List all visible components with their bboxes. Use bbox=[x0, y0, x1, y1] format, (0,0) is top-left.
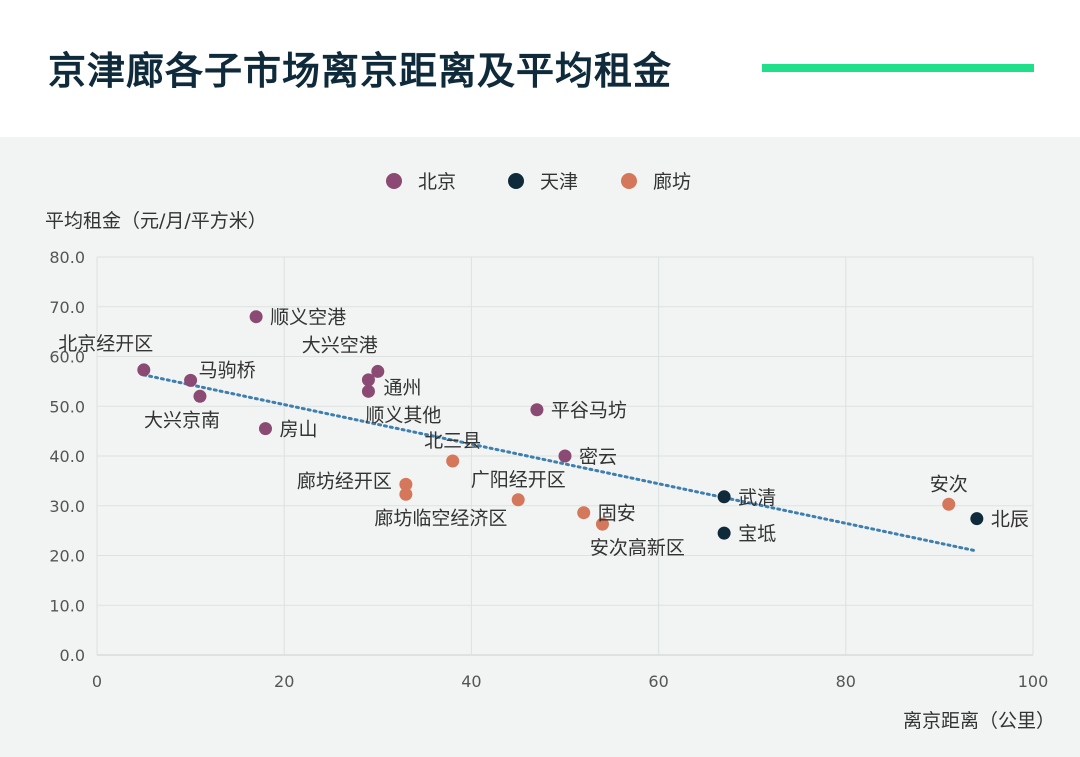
data-label: 通州 bbox=[383, 377, 421, 399]
x-axis-ticks: 0 20 40 60 80 100 bbox=[92, 672, 1048, 691]
data-label: 大兴空港 bbox=[302, 334, 378, 356]
x-tick-label: 60 bbox=[648, 672, 668, 691]
accent-line bbox=[762, 64, 1034, 72]
data-point bbox=[361, 373, 375, 387]
data-label: 房山 bbox=[279, 419, 317, 441]
data-label: 武清 bbox=[738, 487, 776, 509]
data-point bbox=[184, 373, 198, 387]
y-tick-label: 50.0 bbox=[49, 397, 85, 416]
data-label: 廊坊临空经济区 bbox=[374, 507, 507, 529]
legend-marker bbox=[508, 173, 524, 189]
y-tick-label: 20.0 bbox=[49, 547, 85, 566]
data-point bbox=[577, 506, 591, 520]
legend-marker bbox=[386, 173, 402, 189]
data-label: 顺义其他 bbox=[365, 404, 441, 426]
y-tick-label: 70.0 bbox=[49, 298, 85, 317]
legend: 北京 天津 廊坊 bbox=[386, 171, 691, 193]
data-point bbox=[361, 384, 375, 398]
x-tick-label: 40 bbox=[461, 672, 481, 691]
data-point bbox=[511, 493, 525, 507]
x-axis-title: 离京距离（公里） bbox=[903, 710, 1055, 732]
x-tick-label: 80 bbox=[836, 672, 856, 691]
legend-label: 廊坊 bbox=[653, 171, 691, 193]
data-point bbox=[193, 389, 207, 403]
data-label: 宝坻 bbox=[738, 523, 776, 545]
x-tick-label: 0 bbox=[92, 672, 102, 691]
data-point bbox=[942, 497, 956, 511]
data-point bbox=[558, 449, 572, 463]
data-label: 广阳经开区 bbox=[471, 469, 566, 491]
data-point bbox=[137, 363, 151, 377]
data-label: 大兴京南 bbox=[144, 409, 220, 431]
data-points bbox=[137, 310, 984, 540]
data-point bbox=[446, 454, 460, 468]
legend-label: 天津 bbox=[540, 171, 578, 193]
x-tick-label: 100 bbox=[1018, 672, 1049, 691]
data-label: 北三县 bbox=[424, 430, 481, 452]
data-point bbox=[595, 517, 609, 531]
trendline bbox=[142, 373, 979, 553]
y-tick-label: 30.0 bbox=[49, 497, 85, 516]
data-point bbox=[970, 512, 984, 526]
data-point bbox=[530, 403, 544, 417]
data-label: 安次 bbox=[930, 473, 968, 495]
y-tick-label: 60.0 bbox=[49, 348, 85, 367]
page-title: 京津廊各子市场离京距离及平均租金 bbox=[48, 49, 673, 93]
data-point bbox=[717, 490, 731, 504]
header: 京津廊各子市场离京距离及平均租金 bbox=[0, 0, 1080, 137]
data-label: 平谷马坊 bbox=[551, 400, 627, 422]
data-point bbox=[399, 477, 413, 491]
y-tick-label: 40.0 bbox=[49, 447, 85, 466]
data-point bbox=[399, 487, 413, 501]
legend-marker bbox=[621, 173, 637, 189]
data-label: 顺义空港 bbox=[270, 307, 346, 329]
y-axis-title: 平均租金（元/月/平方米） bbox=[45, 210, 267, 232]
x-tick-label: 20 bbox=[274, 672, 294, 691]
chart-panel bbox=[0, 137, 1080, 757]
data-label: 密云 bbox=[579, 446, 617, 468]
y-tick-label: 0.0 bbox=[60, 646, 85, 665]
data-label: 固安 bbox=[598, 503, 636, 525]
y-tick-label: 80.0 bbox=[49, 248, 85, 267]
data-point bbox=[258, 422, 272, 436]
trendline-dotted bbox=[142, 373, 979, 553]
data-label: 北京经开区 bbox=[58, 333, 153, 355]
legend-label: 北京 bbox=[418, 171, 456, 193]
data-point bbox=[371, 364, 385, 378]
data-label: 马驹桥 bbox=[199, 359, 256, 381]
data-label: 廊坊经开区 bbox=[297, 470, 392, 492]
data-label: 北辰 bbox=[991, 509, 1029, 531]
y-tick-label: 10.0 bbox=[49, 596, 85, 615]
data-point bbox=[249, 310, 263, 324]
data-label: 安次高新区 bbox=[590, 537, 685, 559]
data-point bbox=[717, 526, 731, 540]
y-axis-ticks: 0.0 10.0 20.0 30.0 40.0 50.0 60.0 70.0 80.0 bbox=[49, 248, 85, 665]
